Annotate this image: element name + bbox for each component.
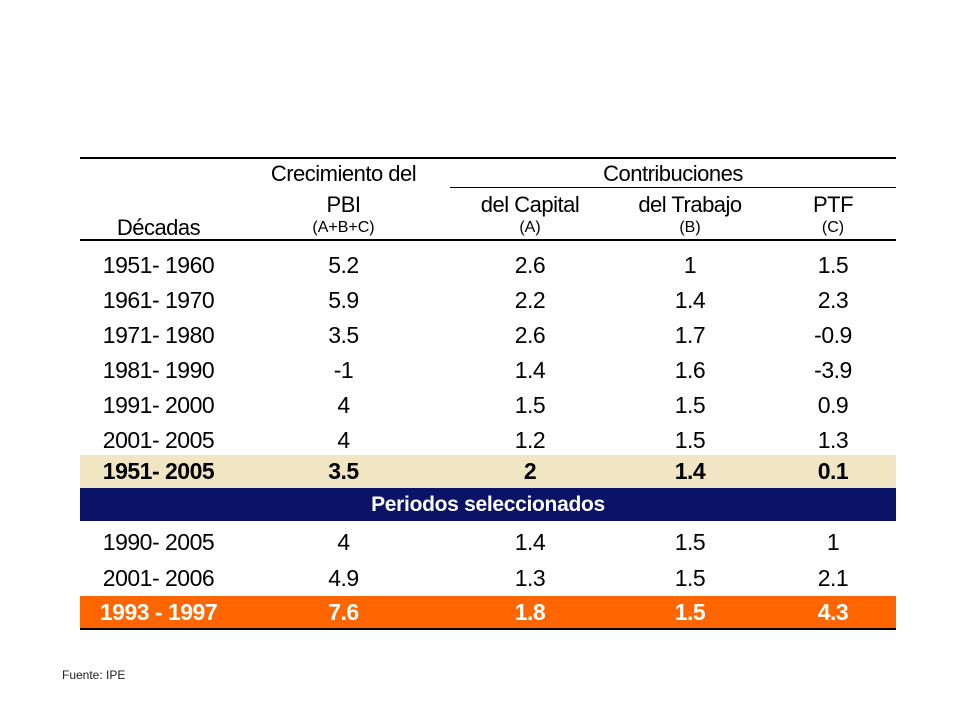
cell-pbi: 7.6: [328, 599, 359, 625]
header-pbi-formula: (A+B+C): [312, 219, 375, 236]
table-row: 1990- 2005 4 1.4 1.5 1: [80, 525, 896, 560]
header-bottom-rule: [80, 239, 896, 241]
cell-ptf: -3.9: [814, 357, 852, 383]
cell-pbi: 3.5: [328, 458, 359, 484]
table-bottom-rule: [80, 628, 896, 630]
section-header-selected-periods: Periodos seleccionados: [80, 488, 896, 521]
cell-labor: 1.5: [674, 392, 706, 418]
cell-capital: 1.2: [514, 427, 546, 453]
table-row: 1981- 1990 -1 1.4 1.6 -3.9: [80, 353, 896, 388]
header-labor: del Trabajo: [638, 192, 742, 217]
table-row: 1951- 1960 5.2 2.6 1 1.5: [80, 248, 896, 283]
cell-pbi: 4: [337, 392, 350, 418]
cell-pbi: 3.5: [328, 322, 359, 348]
cell-labor: 1.5: [674, 599, 706, 625]
cell-capital: 2.6: [514, 252, 546, 278]
cell-capital: 2: [523, 458, 537, 484]
cell-ptf: 1: [826, 529, 840, 555]
cell-period: 1951- 2005: [102, 458, 215, 484]
table-top-rule: [80, 157, 896, 159]
header-capital: del Capital: [480, 192, 580, 217]
cell-ptf: 1.5: [817, 252, 849, 278]
cell-capital: 1.3: [514, 565, 546, 591]
header-capital-code: (A): [519, 219, 541, 236]
cell-period: 2001- 2005: [102, 427, 215, 453]
cell-pbi: 5.9: [328, 287, 359, 313]
table-row: 2001- 2005 4 1.2 1.5 1.3: [80, 423, 896, 458]
cell-capital: 2.2: [514, 287, 546, 313]
table-row: 1971- 1980 3.5 2.6 1.7 -0.9: [80, 318, 896, 353]
header-decades: Décadas: [116, 215, 201, 240]
cell-period: 2001- 2006: [102, 565, 215, 591]
cell-labor: 1: [683, 252, 697, 278]
source-note: Fuente: IPE: [62, 668, 126, 682]
cell-labor: 1.6: [674, 357, 706, 383]
cell-capital: 1.8: [514, 599, 546, 625]
cell-period: 1991- 2000: [102, 392, 215, 418]
header-labor-code: (B): [679, 219, 701, 236]
table-row: 2001- 2006 4.9 1.3 1.5 2.1: [80, 561, 896, 596]
header-contributions: Contribuciones: [603, 161, 743, 186]
cell-ptf: 0.1: [817, 458, 849, 484]
cell-labor: 1.7: [674, 322, 706, 348]
cell-ptf: 1.3: [817, 427, 849, 453]
cell-period: 1990- 2005: [102, 529, 215, 555]
cell-capital: 1.4: [514, 357, 546, 383]
cell-period: 1961- 1970: [102, 287, 215, 313]
cell-pbi: -1: [333, 357, 354, 383]
header-pbi: PBI: [326, 192, 361, 217]
cell-pbi: 5.2: [328, 252, 359, 278]
header-growth-line1: Crecimiento del: [270, 161, 417, 186]
highlight-row: 1993 - 1997 7.6 1.8 1.5 4.3: [80, 596, 896, 629]
cell-ptf: 0.9: [817, 392, 849, 418]
cell-pbi: 4: [337, 529, 350, 555]
header-ptf-code: (C): [821, 219, 845, 236]
cell-capital: 1.5: [514, 392, 546, 418]
cell-capital: 1.4: [514, 529, 546, 555]
header-ptf: PTF: [812, 192, 854, 217]
cell-period: 1981- 1990: [102, 357, 215, 383]
average-row: 1951- 2005 3.5 2 1.4 0.1: [80, 455, 896, 488]
cell-labor: 1.5: [674, 529, 706, 555]
cell-pbi: 4.9: [328, 565, 359, 591]
cell-labor: 1.4: [674, 287, 706, 313]
group-rule: [450, 187, 896, 188]
table-row: 1991- 2000 4 1.5 1.5 0.9: [80, 388, 896, 423]
cell-labor: 1.5: [674, 565, 706, 591]
cell-pbi: 4: [337, 427, 350, 453]
cell-ptf: 2.1: [817, 565, 849, 591]
cell-ptf: 2.3: [817, 287, 849, 313]
cell-labor: 1.5: [674, 427, 706, 453]
cell-ptf: 4.3: [817, 599, 849, 625]
cell-period: 1993 - 1997: [99, 599, 218, 625]
cell-period: 1951- 1960: [102, 252, 215, 278]
cell-labor: 1.4: [674, 458, 706, 484]
table-row: 1961- 1970 5.9 2.2 1.4 2.3: [80, 283, 896, 318]
cell-capital: 2.6: [514, 322, 546, 348]
cell-period: 1971- 1980: [102, 322, 215, 348]
cell-ptf: -0.9: [814, 322, 852, 348]
